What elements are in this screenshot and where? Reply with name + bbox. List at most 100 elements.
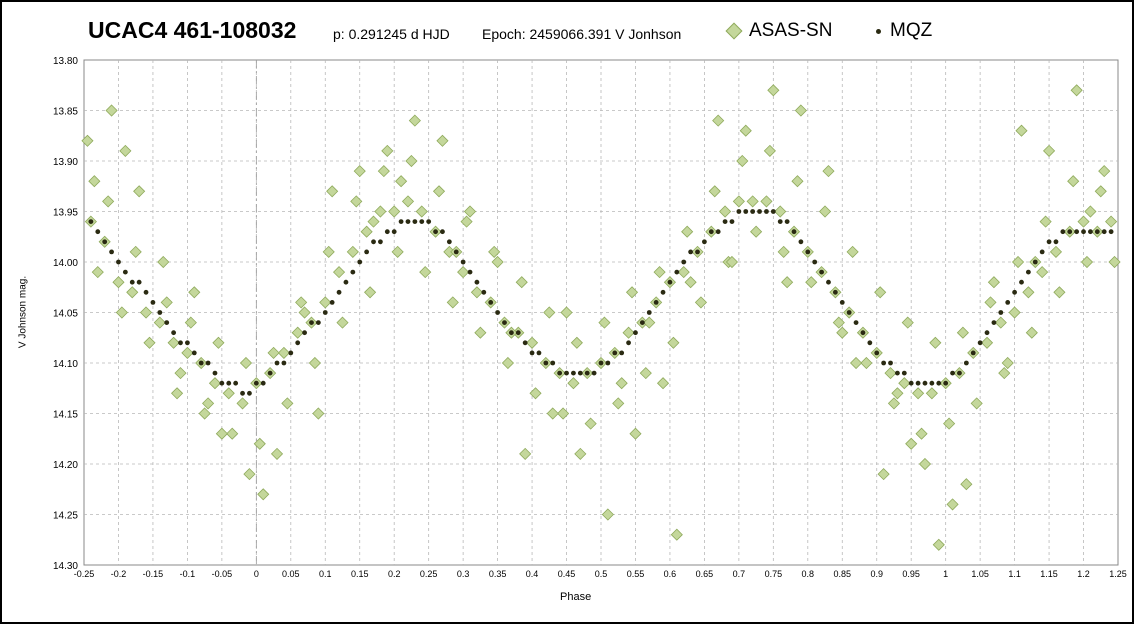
asas-sn-point bbox=[750, 225, 763, 238]
mqz-point bbox=[729, 219, 735, 225]
mqz-point bbox=[943, 380, 949, 386]
mqz-point bbox=[963, 360, 969, 366]
asas-sn-point bbox=[643, 316, 656, 329]
asas-sn-point bbox=[1001, 356, 1014, 370]
asas-sn-point bbox=[1039, 215, 1052, 228]
mqz-point bbox=[260, 380, 266, 386]
asas-sn-point bbox=[112, 276, 125, 289]
asas-sn-point bbox=[470, 286, 483, 299]
asas-sn-point bbox=[170, 387, 184, 400]
mqz-point bbox=[1005, 300, 1011, 305]
mqz-point bbox=[281, 360, 287, 366]
mqz-point bbox=[791, 229, 797, 235]
mqz-point bbox=[1039, 249, 1045, 255]
mqz-point bbox=[460, 259, 466, 265]
asas-sn-point bbox=[791, 175, 804, 188]
mqz-point bbox=[846, 310, 852, 315]
mqz-point bbox=[695, 249, 700, 255]
asas-sn-point bbox=[1108, 255, 1121, 269]
x-tick-label: 1.25 bbox=[1109, 569, 1127, 579]
mqz-point bbox=[805, 249, 811, 255]
x-tick-label: 1.1 bbox=[1008, 569, 1021, 579]
mqz-point bbox=[384, 229, 390, 235]
asas-sn-point bbox=[267, 346, 280, 359]
mqz-point bbox=[226, 380, 232, 386]
mqz-point bbox=[136, 279, 142, 285]
mqz-point bbox=[515, 330, 521, 336]
mqz-point bbox=[240, 390, 245, 396]
mqz-point bbox=[757, 209, 762, 214]
asas-sn-point bbox=[160, 296, 173, 309]
asas-sn-point bbox=[1070, 84, 1083, 97]
asas-sn-point bbox=[960, 478, 973, 491]
asas-sn-point bbox=[153, 316, 166, 329]
asas-sn-point bbox=[519, 447, 532, 460]
mqz-point bbox=[784, 219, 790, 225]
x-tick-label: 0.2 bbox=[388, 569, 401, 579]
mqz-point bbox=[1046, 239, 1052, 245]
asas-sn-point bbox=[308, 356, 321, 370]
asas-sn-point bbox=[860, 356, 873, 370]
mqz-point bbox=[915, 380, 921, 386]
mqz-point bbox=[577, 370, 583, 376]
mqz-point bbox=[157, 310, 163, 315]
asas-sn-point bbox=[460, 215, 473, 228]
asas-sn-point bbox=[567, 377, 580, 390]
x-tick-label: -0.2 bbox=[111, 569, 127, 579]
asas-sn-point bbox=[1094, 185, 1107, 198]
asas-sn-point bbox=[360, 225, 373, 238]
x-tick-label: 0.05 bbox=[282, 569, 300, 579]
mqz-point bbox=[474, 279, 480, 285]
mqz-point bbox=[798, 239, 804, 245]
x-tick-label: 0.7 bbox=[733, 569, 746, 579]
mqz-point bbox=[839, 300, 845, 305]
asas-sn-point bbox=[629, 427, 642, 440]
mqz-point bbox=[819, 269, 824, 275]
asas-sn-point bbox=[257, 488, 270, 501]
asas-sn-point bbox=[970, 397, 983, 410]
asas-sn-point bbox=[670, 528, 683, 541]
asas-sn-point bbox=[364, 286, 377, 299]
asas-sn-point bbox=[353, 165, 366, 178]
mqz-point bbox=[440, 229, 445, 235]
asas-sn-point bbox=[998, 367, 1011, 380]
asas-sn-point bbox=[1036, 266, 1049, 279]
asas-sn-point bbox=[684, 276, 697, 289]
mqz-point bbox=[185, 340, 190, 346]
asas-sn-point bbox=[915, 427, 928, 440]
mqz-point bbox=[446, 239, 452, 245]
asas-sn-point bbox=[208, 377, 222, 390]
mqz-point bbox=[412, 219, 418, 225]
mqz-point bbox=[419, 219, 425, 225]
mqz-point bbox=[543, 360, 549, 366]
mqz-point bbox=[295, 340, 301, 346]
mqz-point bbox=[626, 340, 631, 346]
asas-sn-point bbox=[732, 195, 745, 208]
asas-sn-point bbox=[774, 205, 787, 218]
mqz-point bbox=[1074, 229, 1080, 235]
asas-sn-point bbox=[1077, 215, 1090, 228]
asas-sn-point bbox=[367, 215, 380, 228]
asas-sn-point bbox=[777, 245, 790, 258]
mqz-point bbox=[426, 219, 432, 225]
mqz-point bbox=[467, 269, 473, 275]
mqz-point bbox=[488, 300, 494, 305]
asas-sn-point bbox=[681, 225, 694, 238]
asas-sn-point bbox=[708, 185, 721, 198]
mqz-point bbox=[646, 310, 652, 315]
asas-sn-point bbox=[560, 306, 573, 319]
mqz-point bbox=[398, 219, 404, 225]
asas-sn-point bbox=[918, 457, 932, 471]
asas-sn-point bbox=[188, 286, 201, 299]
asas-sn-point bbox=[436, 134, 449, 147]
mqz-point bbox=[977, 340, 983, 346]
x-tick-label: 0.4 bbox=[526, 569, 539, 579]
mqz-point bbox=[198, 360, 204, 366]
asas-sn-point bbox=[805, 276, 818, 289]
mqz-point bbox=[950, 370, 955, 376]
mqz-point bbox=[860, 330, 866, 336]
asas-sn-point bbox=[346, 245, 359, 258]
mqz-point bbox=[143, 289, 149, 295]
asas-sn-point bbox=[381, 144, 394, 157]
